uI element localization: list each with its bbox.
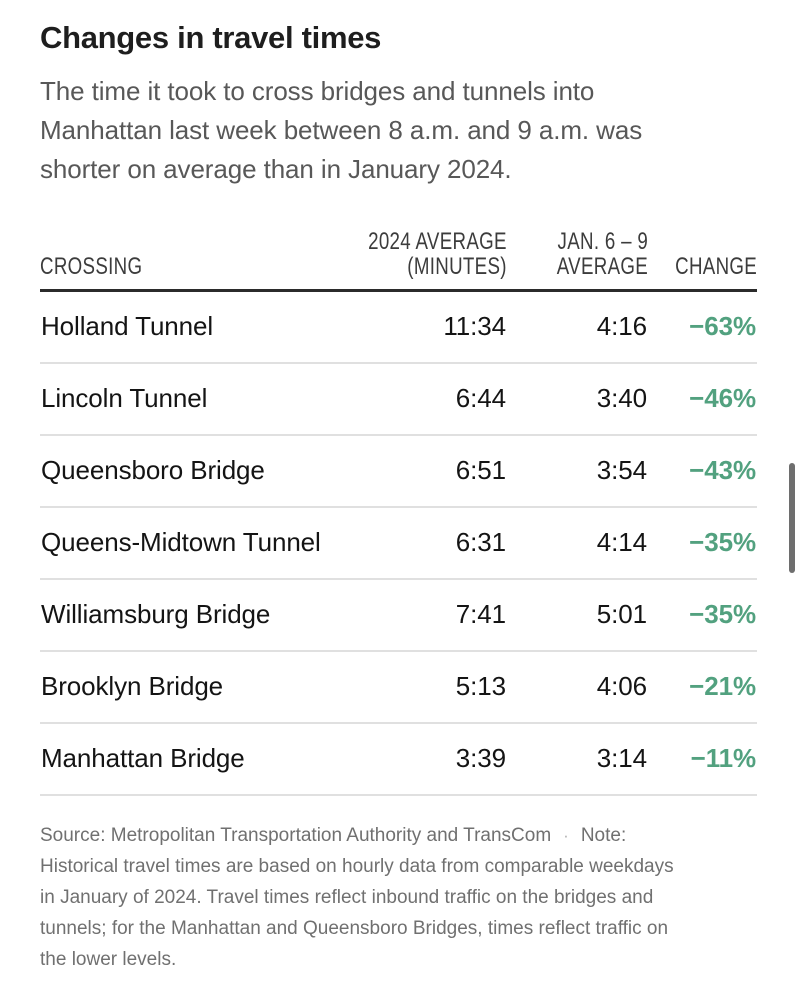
source-note-line: Historical travel times are based on hou…: [40, 855, 674, 877]
scrollbar-thumb[interactable]: [789, 463, 795, 573]
travel-times-graphic: Changes in travel times The time it took…: [0, 20, 796, 975]
change-value: −63%: [648, 290, 757, 364]
col-header-jan-average: JAN. 6 – 9 AVERAGE: [507, 228, 648, 292]
source-note-line: Source: Metropolitan Transportation Auth…: [40, 820, 757, 851]
subtitle: The time it took to cross bridges and tu…: [40, 72, 757, 189]
subtitle-line: Manhattan last week between 8 a.m. and 9…: [40, 115, 643, 145]
note-label: Note:: [580, 824, 627, 846]
change-value: −35%: [648, 578, 757, 652]
change-value: −21%: [648, 650, 757, 724]
jan-avg-value: 5:01: [507, 578, 648, 652]
jan-avg-value: 4:14: [507, 506, 648, 580]
change-value: −11%: [648, 722, 757, 796]
source-note: Source: Metropolitan Transportation Auth…: [40, 820, 757, 975]
crossing-name: Brooklyn Bridge: [40, 650, 325, 724]
jan-avg-value: 3:14: [507, 722, 648, 796]
subtitle-line: shorter on average than in January 2024.: [40, 154, 512, 184]
col-header-change: CHANGE: [648, 229, 757, 292]
jan-avg-value: 3:54: [507, 434, 648, 508]
col-header-2024-average: 2024 AVERAGE (MINUTES): [325, 228, 507, 292]
col-header-line: (MINUTES): [407, 253, 507, 280]
jan-avg-value: 4:06: [507, 650, 648, 724]
change-value: −35%: [648, 506, 757, 580]
table-row: Manhattan Bridge 3:39 3:14 −11%: [40, 722, 757, 796]
crossing-name: Queensboro Bridge: [40, 434, 325, 508]
avg-2024-value: 6:51: [325, 434, 507, 508]
col-header-crossing: CROSSING: [40, 229, 325, 292]
avg-2024-value: 5:13: [325, 650, 507, 724]
table-row: Williamsburg Bridge 7:41 5:01 −35%: [40, 578, 757, 652]
table-row: Brooklyn Bridge 5:13 4:06 −21%: [40, 650, 757, 724]
crossing-name: Manhattan Bridge: [40, 722, 325, 796]
table-header-row: CROSSING 2024 AVERAGE (MINUTES) JAN. 6 –…: [40, 228, 757, 292]
table-row: Lincoln Tunnel 6:44 3:40 −46%: [40, 362, 757, 436]
avg-2024-value: 3:39: [325, 722, 507, 796]
avg-2024-value: 11:34: [325, 290, 507, 364]
dot-separator-icon: ·: [563, 825, 569, 845]
col-header-line: JAN. 6 – 9: [557, 228, 648, 255]
jan-avg-value: 4:16: [507, 290, 648, 364]
table-row: Queensboro Bridge 6:51 3:54 −43%: [40, 434, 757, 508]
subtitle-line: The time it took to cross bridges and tu…: [40, 76, 595, 106]
avg-2024-value: 7:41: [325, 578, 507, 652]
avg-2024-value: 6:31: [325, 506, 507, 580]
source-note-line: tunnels; for the Manhattan and Queensbor…: [40, 917, 669, 939]
change-value: −43%: [648, 434, 757, 508]
jan-avg-value: 3:40: [507, 362, 648, 436]
change-value: −46%: [648, 362, 757, 436]
crossing-name: Queens-Midtown Tunnel: [40, 506, 325, 580]
source-text: Source: Metropolitan Transportation Auth…: [40, 824, 552, 846]
crossing-name: Williamsburg Bridge: [40, 578, 325, 652]
travel-times-table: CROSSING 2024 AVERAGE (MINUTES) JAN. 6 –…: [40, 229, 757, 796]
table-row: Holland Tunnel 11:34 4:16 −63%: [40, 290, 757, 364]
crossing-name: Holland Tunnel: [40, 290, 325, 364]
page-title: Changes in travel times: [40, 20, 382, 55]
source-note-line: the lower levels.: [40, 948, 177, 970]
col-header-line: AVERAGE: [556, 253, 648, 280]
table-row: Queens-Midtown Tunnel 6:31 4:14 −35%: [40, 506, 757, 580]
avg-2024-value: 6:44: [325, 362, 507, 436]
crossing-name: Lincoln Tunnel: [40, 362, 325, 436]
source-note-line: in January of 2024. Travel times reflect…: [40, 886, 654, 908]
col-header-line: 2024 AVERAGE: [368, 228, 507, 255]
